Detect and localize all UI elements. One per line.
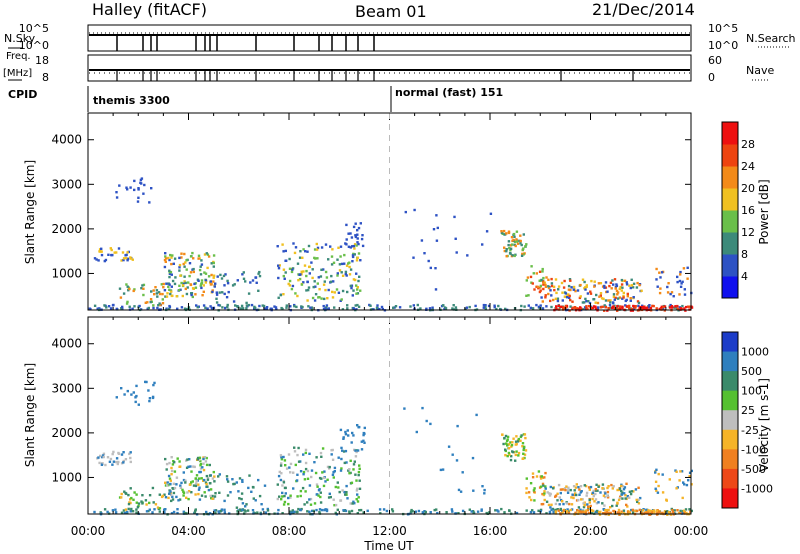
power-ylabel: Slant Range [km]	[23, 160, 37, 264]
colorbar-tick-label: 100	[741, 385, 762, 398]
range-tick-label: 1000	[51, 470, 82, 484]
nave-tick-low: 0	[708, 71, 715, 84]
nsearch-label: N.Search	[746, 32, 796, 45]
nave-label: Nave	[746, 64, 774, 77]
nsearch-tick-high: 10^5	[708, 22, 738, 35]
cpid-label: CPID	[8, 88, 37, 101]
velocity-panel: 1000 2000 3000 4000 Slant Range [km]	[23, 316, 693, 516]
nsky-tick-high: 10^5	[19, 22, 49, 35]
beam-title: Beam 01	[355, 2, 427, 21]
time-axis-label: Time UT	[363, 539, 414, 553]
date-title: 21/Dec/2014	[592, 0, 695, 19]
freq-strip: Freq. [MHz] 18 8 60 0 Nave	[3, 51, 774, 84]
colorbar-tick-label: 8	[741, 248, 748, 261]
colorbar-tick-label: 4	[741, 270, 748, 283]
freq-label: Freq.	[6, 51, 31, 62]
time-tick-label: 00:00	[674, 524, 709, 538]
colorbar-tick-label: 20	[741, 182, 755, 195]
range-tick-label: 3000	[51, 177, 82, 191]
cpid-strip: CPID themis 3300 normal (fast) 151	[8, 86, 503, 112]
range-tick-label: 3000	[51, 381, 82, 395]
power-panel: 1000 2000 3000 4000 Slant Range [km]	[23, 112, 694, 312]
range-tick-label: 1000	[51, 266, 82, 280]
freq-unit: [MHz]	[3, 68, 32, 79]
time-tick-label: 00:00	[71, 524, 106, 538]
power-colorbar-label: Power [dB]	[757, 179, 771, 244]
colorbar-tick-label: -1000	[741, 482, 773, 495]
time-tick-label: 12:00	[372, 524, 407, 538]
cpid-mode-1: themis 3300	[93, 94, 170, 107]
power-colorbar: 4 8 12 16 20 24 28	[721, 121, 755, 299]
velocity-ylabel: Slant Range [km]	[23, 363, 37, 467]
range-tick-label: 2000	[51, 222, 82, 236]
colorbar-tick-label: 12	[741, 226, 755, 239]
time-tick-label: 20:00	[573, 524, 608, 538]
nsky-label: N.Sky	[4, 32, 36, 45]
nsearch-tick-low: 10^0	[708, 39, 738, 52]
colorbar-tick-label: -500	[741, 463, 766, 476]
time-axis: 00:00 04:00 08:00 12:00 16:00 20:00 00:00	[71, 524, 709, 538]
cpid-mode-2: normal (fast) 151	[395, 86, 503, 99]
site-title: Halley (fitACF)	[92, 0, 207, 19]
velocity-colorbar: 1000 500 100 25 -25 -100 -500 -1000	[721, 331, 773, 509]
colorbar-tick-label: 28	[741, 138, 755, 151]
colorbar-tick-label: 1000	[741, 346, 769, 359]
freq-tick-low: 8	[42, 71, 49, 84]
colorbar-tick-label: -25	[741, 424, 759, 437]
colorbar-tick-label: 500	[741, 365, 762, 378]
nave-tick-high: 60	[708, 54, 722, 67]
colorbar-tick-label: 24	[741, 160, 755, 173]
range-tick-label: 4000	[51, 133, 82, 147]
colorbar-tick-label: -100	[741, 443, 766, 456]
time-tick-label: 16:00	[473, 524, 508, 538]
freq-tick-high: 18	[35, 54, 49, 67]
range-tick-label: 4000	[51, 337, 82, 351]
nsky-tick-low: 10^0	[19, 39, 49, 52]
colorbar-tick-label: 16	[741, 204, 755, 217]
colorbar-tick-label: 25	[741, 404, 755, 417]
velocity-colorbar-label: Velocity [m s-1]	[757, 378, 771, 472]
range-tick-label: 2000	[51, 426, 82, 440]
time-tick-label: 08:00	[272, 524, 307, 538]
nsky-strip: N.Sky 10^5 10^0 10^5 10^0 N.Search	[4, 22, 796, 52]
time-tick-label: 04:00	[171, 524, 206, 538]
